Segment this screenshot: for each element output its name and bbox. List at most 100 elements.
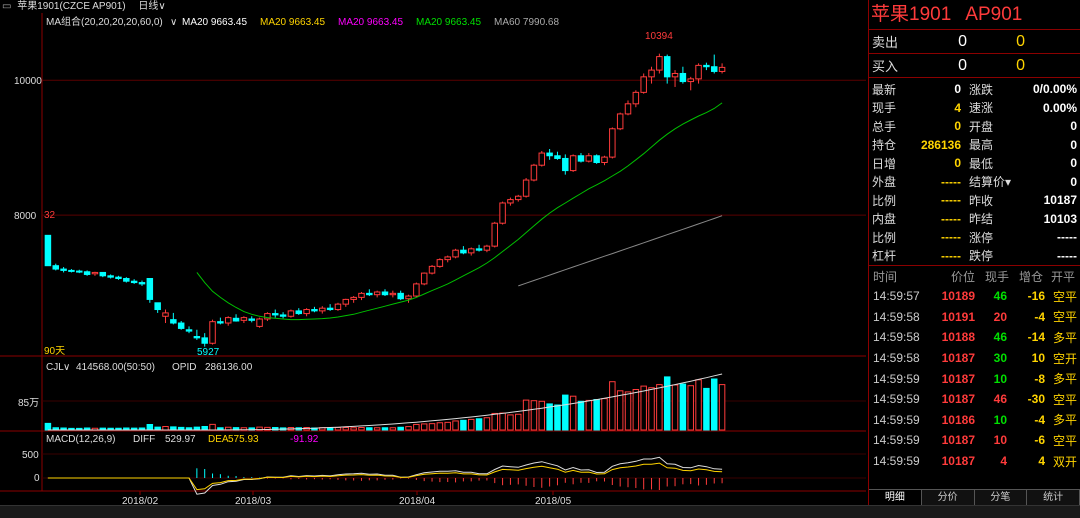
window-titlebar: ▭ 苹果1901(CZCE AP901) 日线∨ [0,0,866,13]
candle-body [569,155,577,172]
quote-key: 最高 [969,138,994,153]
candle-body [515,195,522,201]
candle-body [467,248,475,254]
volume-bar [334,427,342,431]
panel-tabs: 明细 分价 分笔 统计 [869,489,1080,505]
candle-body [632,91,640,105]
ma-legend-item: MA20 9663.45 [416,17,481,28]
candle-body [311,309,318,312]
volume-bar [648,387,655,431]
tick-price: 10187 [941,454,975,469]
bottom-statusbar [0,505,1080,518]
volume-bar [264,426,271,431]
tick-volume: 30 [993,351,1007,366]
volume-bar [413,423,420,431]
quote-key: 杠杆 [872,249,897,264]
candle-body [593,155,600,163]
quote-key: 开盘 [969,119,994,134]
cjl-value: 414568.00(50:50) [76,362,155,373]
diff-value: 529.97 [165,434,196,445]
tick-oi-change: -4 [1034,309,1045,324]
candle-body [656,56,663,71]
ma-legend-item: MA60 7990.68 [494,17,559,28]
candle-body [83,271,91,275]
tick-nature: 多平 [1052,413,1077,428]
quote-value: 0 [954,119,961,134]
volume-bar [538,400,546,431]
candle-body [444,256,451,261]
candle-body [248,318,255,321]
kline-chart[interactable]: 8000 10000 MA组合(20,20,20,20,60,0) ∨ MA20 … [0,13,866,505]
macd-series [47,456,723,495]
tick-nature: 空平 [1052,310,1077,325]
candle-body [162,312,169,317]
tab-stats[interactable]: 统计 [1027,490,1080,505]
tick-nature: 空开 [1052,351,1077,366]
quote-value: 0 [954,156,961,171]
quote-key: 外盘 [872,175,897,190]
volume-bar [507,414,514,431]
ma20-line [196,102,723,321]
tab-tick[interactable]: 分笔 [975,490,1028,505]
tick-column-header: 价位 [950,269,975,284]
ma-group-label: MA组合(20,20,20,20,60,0) [46,15,163,28]
tick-time: 14:59:57 [873,289,920,304]
candle-body [68,269,75,272]
tick-volume: 10 [993,412,1007,427]
volume-bar [381,427,389,431]
volume-bar [679,383,687,431]
quote-key: 涨停 [969,230,994,245]
quote-value: 0/0.00% [1032,82,1077,97]
volume-bar [577,400,585,431]
tick-row: 14:59:59 10187 10 -6 空平 [869,430,1080,451]
tab-detail[interactable]: 明细 [869,490,922,505]
candle-body [217,321,224,324]
tick-row: 14:59:58 10187 30 10 空开 [869,348,1080,369]
candle-body [146,278,154,300]
candle-body [530,164,538,181]
volume-bar [209,423,216,431]
dea-value: 575.93 [228,434,259,445]
quote-row: 持仓 286136 最高 0 [869,136,1080,155]
tick-column-header: 增仓 [1018,269,1043,284]
opid-value: 286136.00 [205,362,253,373]
tab-price[interactable]: 分价 [922,490,975,505]
candle-body [201,337,208,344]
tick-volume: 20 [993,309,1007,324]
tick-oi-change: -14 [1027,330,1045,345]
candle-body [420,272,428,285]
tick-row: 14:59:59 10187 4 4 双开 [869,451,1080,472]
macd-label: MACD(12,26,9) [46,434,115,445]
quote-value: 0.00% [1042,100,1077,115]
bid-row: 买入 0 0 [869,54,1080,78]
volume-bar [467,418,475,431]
candle-body [334,303,342,311]
volume-bar [436,422,444,431]
volume-bar [663,376,671,431]
window-menu-icon[interactable]: ▭ [2,1,12,12]
tick-list[interactable]: 14:59:57 10189 46 -16 空平 14:59:58 10191 20 -4 空平 1… [869,286,1080,471]
tick-oi-change: -8 [1034,371,1045,386]
period-selector[interactable]: 日线∨ [138,1,166,12]
candle-body [264,313,271,320]
ma-legend-item: MA20 9663.45 [338,17,403,28]
y-tick-label: 10000 [14,76,42,87]
tick-nature: 空平 [1052,289,1077,304]
candle-body [413,283,420,297]
candle-body [130,280,138,284]
quote-key: 现手 [872,101,897,116]
quote-row: 比例 ----- 昨收 10187 [869,191,1080,210]
quote-key[interactable]: 结算价▾ [969,175,1012,190]
candle-body [624,103,632,115]
volume-panel: CJL ∨ 414568.00(50:50) OPID 286136.00 85… [18,362,253,409]
tick-volume: 4 [1000,454,1007,469]
chart-grid: 8000 10000 [0,13,866,492]
volume-bar [491,412,498,431]
candle-body [452,249,459,258]
quote-key: 昨收 [969,193,994,208]
tick-price: 10191 [941,309,975,324]
diff-label: DIFF [133,434,155,445]
tick-oi-change: -16 [1027,289,1045,304]
quote-value: 0 [954,82,961,97]
candle-body [695,64,702,80]
